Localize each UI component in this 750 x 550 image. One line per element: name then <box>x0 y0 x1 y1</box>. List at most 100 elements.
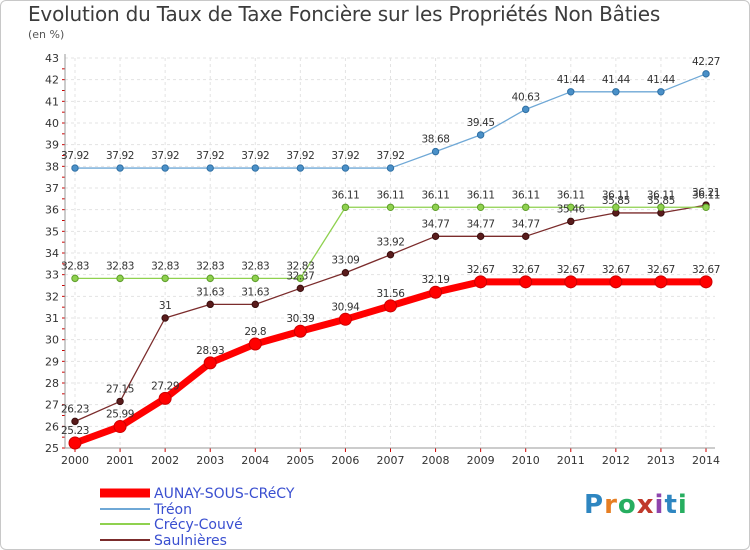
data-label: 41.44 <box>647 74 676 86</box>
data-point <box>654 275 668 289</box>
x-tick-label: 2001 <box>106 454 134 467</box>
chart-subtitle: (en %) <box>28 28 65 41</box>
data-label: 36.11 <box>376 189 404 201</box>
data-point <box>116 164 124 172</box>
x-tick-label: 2011 <box>557 454 585 467</box>
data-point <box>702 70 710 78</box>
data-point <box>71 417 79 426</box>
data-label: 27.15 <box>106 383 134 395</box>
x-tick-label: 2004 <box>241 454 269 467</box>
data-label: 32.83 <box>196 260 224 272</box>
data-label: 37.92 <box>61 150 89 162</box>
axes: 25 26 27 28 29 30 31 32 33 34 35 36 37 38 39 40 41 42 43 20… <box>45 52 720 467</box>
data-point <box>161 164 169 172</box>
data-point <box>203 356 217 370</box>
y-tick-label: 37 <box>45 182 59 195</box>
data-label: 36.11 <box>467 189 495 201</box>
data-point <box>338 312 352 326</box>
data-label: 35.46 <box>557 203 586 215</box>
x-tick-label: 2000 <box>61 454 89 467</box>
data-point <box>476 131 485 139</box>
logo-letter: x <box>636 490 655 520</box>
data-label: 32.83 <box>106 260 134 272</box>
data-point <box>116 397 124 406</box>
data-label: 32.19 <box>422 274 450 286</box>
data-label: 35.85 <box>647 195 675 207</box>
data-point <box>341 269 350 277</box>
data-point <box>567 203 575 211</box>
data-label: 31.56 <box>376 288 405 300</box>
data-point <box>158 391 172 405</box>
data-point <box>206 274 214 283</box>
data-label: 36.11 <box>422 189 450 201</box>
data-point <box>474 275 488 289</box>
y-tick-label: 26 <box>45 420 59 433</box>
data-label: 41.44 <box>602 74 631 86</box>
data-point <box>386 203 395 211</box>
x-tick-label: 2005 <box>286 454 314 467</box>
data-label: 36.21 <box>692 187 720 199</box>
y-tick-label: 27 <box>45 399 59 412</box>
data-point <box>564 275 578 289</box>
data-label: 42.27 <box>692 56 720 68</box>
y-tick-label: 28 <box>45 377 59 390</box>
data-point <box>384 299 397 313</box>
x-tick-label: 2002 <box>151 454 179 467</box>
data-label: 32.67 <box>602 264 630 276</box>
data-point <box>699 275 713 289</box>
data-label: 26.23 <box>61 403 89 415</box>
legend-label: Saulnières <box>154 533 227 549</box>
data-label: 40.63 <box>512 91 540 103</box>
data-point <box>296 284 305 293</box>
data-label: 28.93 <box>196 345 224 357</box>
data-label: 34.77 <box>467 218 495 230</box>
y-tick-label: 33 <box>45 269 59 282</box>
data-point <box>68 436 82 450</box>
data-point <box>161 314 169 322</box>
data-label: 36.11 <box>602 189 630 201</box>
data-label: 37.92 <box>331 150 359 162</box>
data-point <box>522 105 530 114</box>
data-point <box>296 274 305 283</box>
data-point <box>522 203 530 211</box>
data-label: 39.45 <box>467 117 495 129</box>
x-tick-label: 2009 <box>467 454 495 467</box>
data-label: 36.11 <box>692 189 720 201</box>
y-tick-label: 25 <box>45 442 59 455</box>
data-label: 33.09 <box>331 255 359 267</box>
x-tick-label: 2010 <box>512 454 540 467</box>
data-label: 31 <box>159 300 172 312</box>
data-point <box>116 274 124 283</box>
data-point <box>71 164 79 172</box>
data-point <box>206 300 214 309</box>
data-point <box>702 203 710 211</box>
y-tick-label: 43 <box>45 52 59 65</box>
data-point <box>522 232 530 241</box>
data-point <box>293 324 307 338</box>
logo-letter: r <box>604 490 618 520</box>
data-label: 34.77 <box>422 218 450 230</box>
data-point <box>248 337 262 351</box>
y-tick-label: 30 <box>45 334 59 347</box>
data-label: 32.67 <box>647 264 675 276</box>
legend: AUNAY-SOUS-CRéCYTréonCrécy-CouvéSaulnièr… <box>100 486 295 549</box>
data-label: 34.77 <box>512 218 540 230</box>
x-tick-label: 2012 <box>602 454 630 467</box>
data-point <box>609 275 623 289</box>
data-label: 36.11 <box>557 189 585 201</box>
data-point <box>431 147 440 156</box>
data-label: 31.63 <box>241 286 269 298</box>
data-point <box>386 164 395 172</box>
logo-letter: o <box>617 490 637 520</box>
data-point <box>612 88 620 96</box>
data-point <box>476 203 485 211</box>
data-point <box>431 232 440 241</box>
y-tick-label: 31 <box>45 312 59 325</box>
y-tick-label: 42 <box>45 74 59 87</box>
data-label: 32.37 <box>286 270 314 282</box>
logo-letter: P <box>584 490 605 520</box>
x-tick-label: 2006 <box>331 454 359 467</box>
data-label: 32.67 <box>467 264 495 276</box>
data-point <box>519 275 533 289</box>
